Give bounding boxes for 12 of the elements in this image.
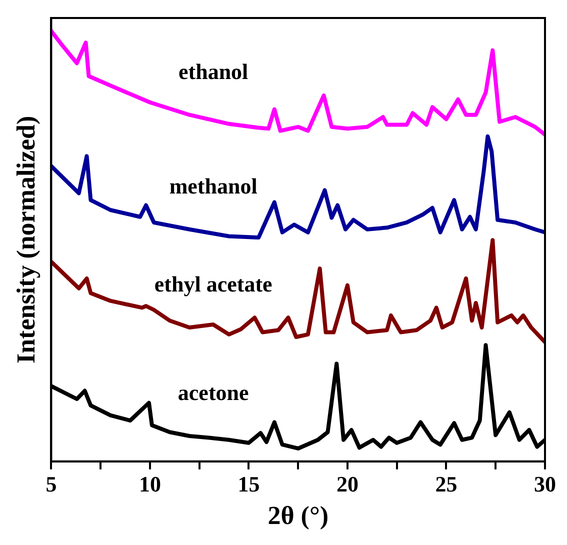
x-tick-label: 10 <box>138 471 161 496</box>
x-tick-label: 5 <box>46 471 57 496</box>
series-label: ethyl acetate <box>154 272 273 297</box>
series-label: ethanol <box>178 58 248 84</box>
x-tick-label: 30 <box>534 471 556 496</box>
series-label: acetone <box>178 380 249 405</box>
x-tick-label: 20 <box>336 471 358 496</box>
x-tick-label: 15 <box>238 471 260 496</box>
y-axis-title: Intensity (normalized) <box>11 116 40 364</box>
x-tick-label: 25 <box>435 471 458 496</box>
x-axis-title: 2θ (°) <box>268 501 328 530</box>
series-label: methanol <box>169 173 258 198</box>
